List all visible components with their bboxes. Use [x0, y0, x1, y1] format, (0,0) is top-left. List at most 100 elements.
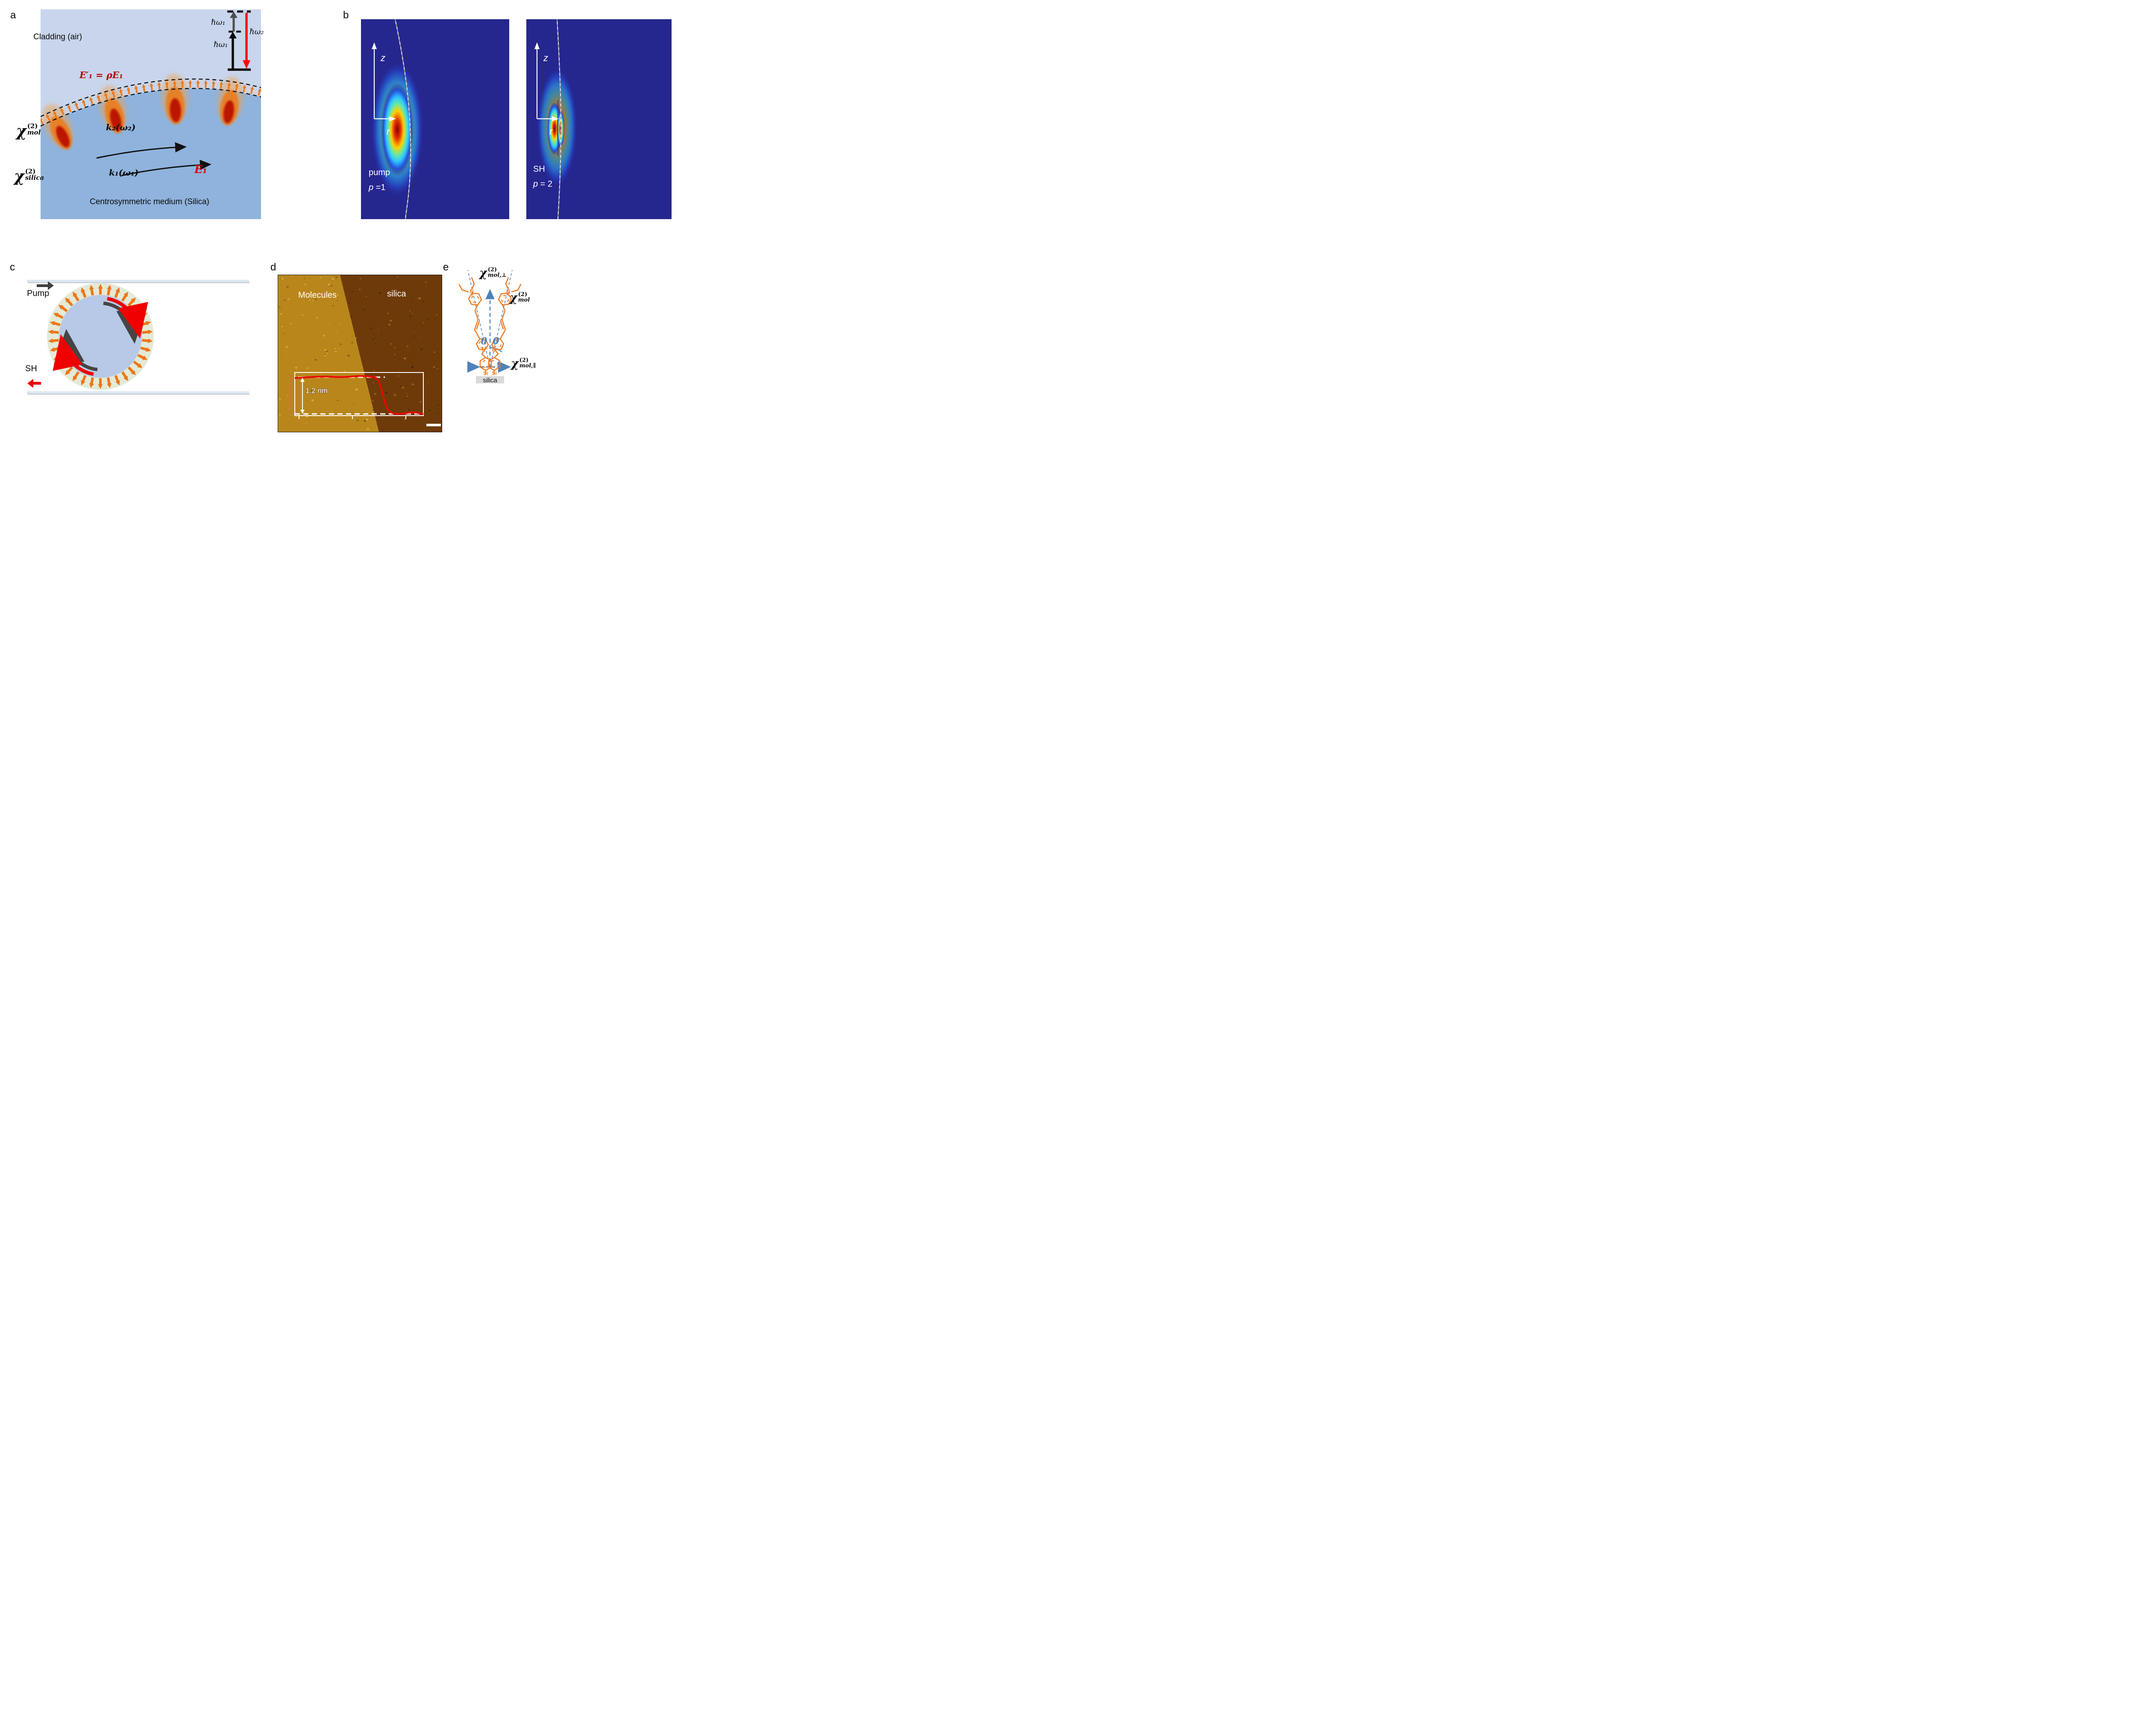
ring-hexagon [468, 293, 482, 305]
ring-arrow [127, 366, 136, 375]
monolayer-arrows [41, 80, 261, 125]
ring-arrow [133, 361, 143, 368]
theta-right-label: θ [493, 336, 499, 347]
step-arrow-bottom [300, 410, 305, 414]
substrate [476, 376, 504, 384]
panel-c-resonator [9, 260, 256, 433]
sh-plot-title: SH [533, 164, 545, 174]
panel-e-molecular-diagram: silica N⁺ [453, 261, 675, 434]
top-waveguide-shadow [28, 282, 250, 283]
pump-label: Pump [27, 289, 50, 298]
chi-par-sub: mol,∥ [519, 363, 536, 369]
ring-arrow [121, 291, 128, 302]
hw2-arrowhead [243, 60, 250, 69]
sh-mode-second-lobe [557, 110, 564, 148]
right-molecule-axis [490, 270, 513, 368]
z-axis-label: z [380, 53, 385, 63]
ring-arrow [89, 284, 94, 296]
pump-plot-title: pump [369, 168, 390, 177]
r-axis-arrowhead [552, 116, 559, 121]
ring-hexagon [498, 293, 512, 305]
scale-bar [426, 424, 441, 426]
chi-mol-e-base: χ [510, 291, 517, 305]
pump-mode-plot: z r pump p =1 [361, 19, 509, 219]
monolayer-arrow [258, 88, 261, 96]
ring-arrow [65, 297, 73, 307]
chi-silica-label: χ (2) silica [14, 167, 44, 185]
chi-mol-e-sub: mol [518, 297, 530, 303]
medium-label: Centrosymmetric medium (Silica) [90, 197, 209, 206]
n-plus-left-label: N⁺ [482, 347, 488, 353]
pump-plot-mode: p =1 [369, 183, 385, 193]
chi-silica-sub: silica [25, 174, 44, 182]
k2-label: k₂(ω₂) [106, 122, 136, 132]
n-left-label: N [469, 288, 473, 295]
hw2-label: ℏω₂ [249, 27, 264, 36]
monolayer-arrow [157, 82, 161, 90]
afm-noise [279, 276, 439, 431]
monolayer-arrow [53, 111, 58, 118]
ring-arrow [73, 371, 79, 381]
panel-d-label: d [270, 261, 276, 273]
monolayer-arrow [180, 80, 185, 88]
chi-perp-label: χ (2) mol,⊥ [479, 267, 507, 280]
ring-arrow [50, 321, 61, 326]
chi-mol-base: χ [16, 122, 26, 140]
hw1-lower-label: ℏω₁ [214, 40, 228, 49]
monolayer-arrow [173, 80, 177, 88]
sh-mode-p: p [533, 179, 538, 189]
z-axis-arrowhead [534, 42, 540, 49]
chi-mol-e-label: χ (2) mol [510, 291, 530, 305]
ring-arrow [81, 375, 87, 386]
profile-inset-box [294, 372, 424, 416]
interface-dashed-upper [41, 78, 261, 117]
chi-mol-sup: (2) [27, 122, 38, 130]
z-axis-label: z [543, 53, 548, 63]
monolayer-arrow [126, 87, 131, 95]
bottom-waveguide-shadow [28, 393, 250, 395]
si-left-label: Si [483, 370, 488, 376]
monolayer-arrow [97, 94, 101, 103]
pump-input-arrow [37, 281, 54, 290]
bottom-waveguide [27, 391, 249, 394]
ring-arrow [121, 371, 128, 381]
chi-silica-sup: (2) [25, 167, 36, 175]
chi-perp-sub: mol,⊥ [487, 272, 507, 279]
si-right-label: Si [492, 370, 496, 376]
k2-arrow [96, 142, 187, 159]
pump-mode-spot [381, 83, 414, 176]
chi-mol-sub: mol [27, 129, 41, 136]
molecule-bonds [458, 277, 522, 375]
r-axis-label: r [387, 126, 390, 137]
ring-arrow [137, 354, 148, 360]
panel-b-label: b [343, 9, 349, 21]
chi-silica-base: χ [14, 167, 24, 185]
afm-image: 1.2 nm Molecules silica [278, 275, 442, 432]
r-axis-arrowhead [389, 116, 396, 121]
sh-circulation-arrow-upper [107, 297, 148, 339]
ring-arrow [107, 377, 111, 388]
field-relation: E′₁ = ρE₁ [79, 70, 123, 80]
n-right-label: N [506, 288, 510, 295]
molecules-region-label: Molecules [298, 290, 337, 300]
monolayer-arrow [119, 88, 123, 97]
monolayer-arrow [196, 80, 200, 88]
ring-arrow [114, 287, 120, 298]
monolayer-arrow [188, 80, 192, 88]
tilt-angle-arc [490, 347, 502, 352]
mode-lobe [161, 74, 188, 124]
ring-arrow [73, 291, 79, 302]
hw1-lower-arrowhead [229, 32, 237, 38]
ring-core [59, 295, 142, 378]
monolayer-arrow [46, 114, 50, 121]
monolayer-arrow [111, 90, 115, 98]
sh-mode-plot: z r SH p = 2 [526, 19, 672, 219]
resonator-boundary-line [395, 19, 411, 219]
chi-par-sup: (2) [519, 357, 529, 364]
panel-a-schematic [41, 9, 261, 219]
panel-a-canvas [41, 9, 261, 219]
mode-lobe [42, 104, 73, 150]
panel-a-label: a [10, 9, 16, 21]
chi-perp-base: χ [479, 267, 487, 280]
k1-label: k₁(ω₁) [109, 167, 139, 178]
